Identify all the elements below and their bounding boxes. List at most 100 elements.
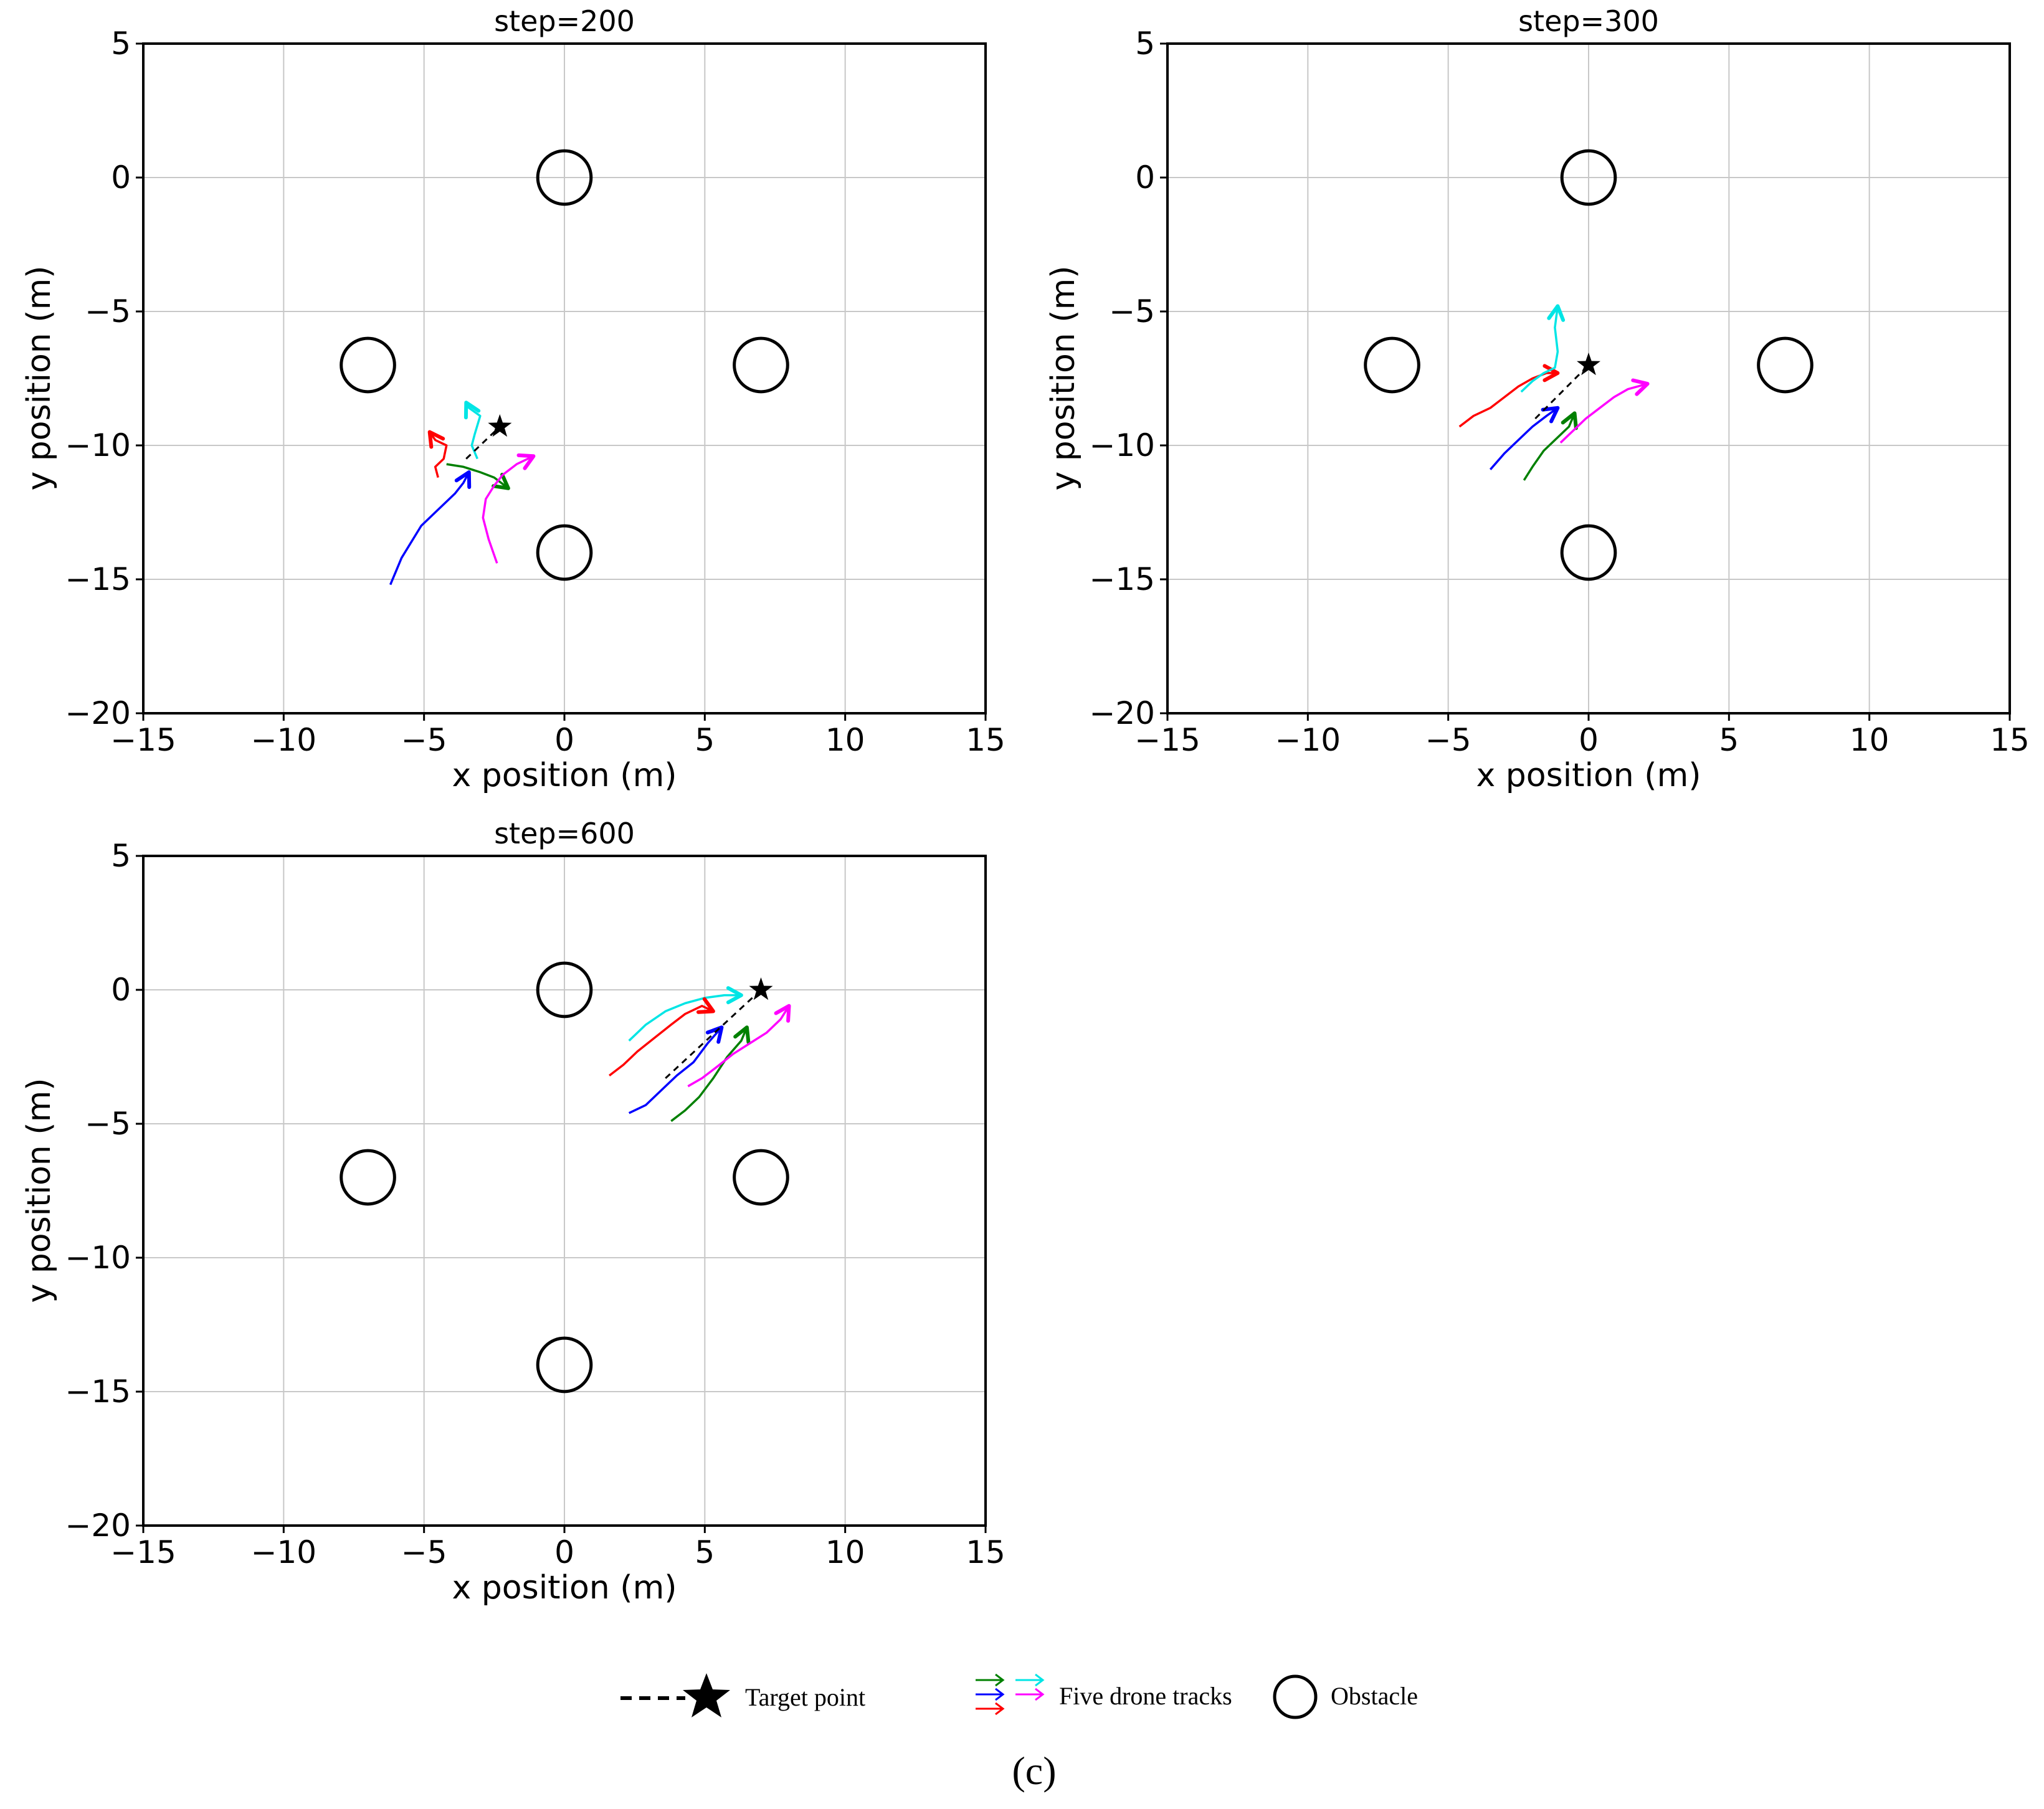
drone-track-cyan — [1520, 306, 1559, 393]
x-tick-label: −15 — [110, 722, 176, 758]
legend-track-arrowhead — [995, 1702, 1005, 1716]
y-axis-label: y position (m) — [1045, 265, 1082, 490]
legend-tracks-label: Five drone tracks — [1059, 1682, 1232, 1710]
legend: Target point Five drone tracks Obstacle — [620, 1673, 1418, 1719]
drone-track-green — [670, 1027, 748, 1123]
legend-track-arrowhead — [995, 1673, 1005, 1687]
y-tick-label: −15 — [1089, 561, 1155, 597]
obstacle-circle — [1364, 336, 1420, 394]
y-tick-label: −10 — [1089, 427, 1155, 463]
x-tick-label: −5 — [401, 722, 447, 758]
y-tick-label: −20 — [65, 695, 131, 731]
obstacle-circle — [733, 1149, 789, 1206]
y-tick-label: 0 — [111, 972, 131, 1008]
obstacle-circle — [536, 1336, 593, 1394]
target-star — [749, 977, 773, 1000]
plot-frame — [142, 42, 987, 715]
drone-arrowhead-blue — [454, 470, 472, 489]
x-tick-label: 10 — [825, 722, 865, 758]
subplot-step-200: step=200 x position (m) y position (m) −… — [21, 4, 1005, 794]
drone-arrowhead-green — [492, 472, 510, 490]
x-tick-label: −15 — [1134, 722, 1200, 758]
drone-arrowhead-magenta — [1631, 378, 1650, 396]
x-tick-label: 15 — [1990, 722, 2030, 758]
obstacle-circle — [536, 961, 593, 1018]
y-tick-label: 5 — [111, 26, 131, 62]
target-star — [488, 414, 512, 437]
drone-track-blue — [389, 472, 470, 586]
x-tick-label: 10 — [1850, 722, 1890, 758]
drone-track-green — [1523, 412, 1576, 481]
drone-arrowhead-green — [733, 1025, 751, 1045]
drone-arrowhead-magenta — [516, 453, 536, 470]
plot-frame — [142, 855, 987, 1527]
drone-track-red — [429, 431, 448, 478]
x-tick-label: −5 — [401, 1534, 447, 1570]
y-tick-label: −15 — [65, 561, 131, 597]
y-axis-label: y position (m) — [21, 1078, 58, 1303]
y-tick-label: −5 — [85, 1106, 131, 1142]
y-tick-label: −20 — [1089, 695, 1155, 731]
target-direction-line — [1534, 364, 1590, 420]
x-tick-label: −15 — [110, 1534, 176, 1570]
obstacle-circle — [1757, 336, 1813, 394]
legend-obstacle-label: Obstacle — [1331, 1682, 1418, 1710]
subplot-step-300: step=300 x position (m) y position (m) −… — [1045, 4, 2030, 794]
y-tick-label: 0 — [111, 159, 131, 196]
obstacle-circle-icon — [1273, 1674, 1318, 1719]
obstacle-circle — [340, 336, 396, 394]
x-tick-label: 15 — [966, 722, 1005, 758]
x-tick-label: −10 — [251, 1534, 317, 1570]
drone-arrowhead-magenta — [774, 1004, 791, 1023]
drone-track-green — [446, 463, 509, 490]
drone-arrowhead-red — [696, 997, 715, 1014]
y-tick-label: 5 — [1135, 26, 1155, 62]
drone-track-blue — [628, 1027, 723, 1114]
drone-arrowhead-blue — [705, 1025, 724, 1044]
x-tick-label: 5 — [695, 722, 715, 758]
drone-arrowhead-red — [1543, 364, 1560, 382]
y-tick-label: −15 — [65, 1374, 131, 1410]
x-axis-label: x position (m) — [452, 1569, 677, 1607]
y-tick-label: −5 — [1109, 293, 1155, 330]
y-axis-label: y position (m) — [21, 265, 58, 490]
x-tick-label: 5 — [695, 1534, 715, 1570]
x-tick-label: 15 — [966, 1534, 1005, 1570]
x-tick-label: 10 — [825, 1534, 865, 1570]
legend-track-arrowhead — [995, 1688, 1005, 1701]
drone-track-cyan — [628, 994, 741, 1042]
subplot-title: step=200 — [494, 4, 635, 38]
obstacle-circle — [340, 1149, 396, 1206]
drone-arrowhead-cyan — [1547, 304, 1566, 322]
obstacle-circle — [733, 336, 789, 394]
obstacle-circle — [1560, 524, 1617, 581]
x-tick-label: −5 — [1425, 722, 1471, 758]
drone-arrowhead-cyan — [463, 401, 481, 420]
legend-target-label: Target point — [745, 1683, 865, 1711]
y-tick-label: −10 — [65, 1240, 131, 1276]
figure-caption: (c) — [1012, 1749, 1056, 1793]
legend-track-arrowhead — [1035, 1673, 1045, 1687]
drone-track-magenta — [1559, 382, 1648, 444]
x-tick-label: 0 — [554, 1534, 574, 1570]
x-tick-label: −10 — [251, 722, 317, 758]
drone-arrowhead-red — [427, 430, 445, 449]
track-arrows-icon — [976, 1673, 1045, 1716]
drone-arrowhead-cyan — [726, 986, 743, 1005]
y-tick-label: −20 — [65, 1507, 131, 1544]
y-tick-label: 5 — [111, 838, 131, 874]
target-star-icon — [683, 1673, 730, 1717]
y-tick-label: −10 — [65, 427, 131, 463]
obstacle-circle — [536, 149, 593, 206]
drone-track-red — [609, 1005, 714, 1076]
plot-frame — [1166, 42, 2011, 715]
legend-track-arrowhead — [1035, 1688, 1045, 1701]
x-tick-label: 0 — [554, 722, 574, 758]
drone-arrowhead-blue — [1541, 406, 1560, 424]
obstacle-circle — [1560, 149, 1617, 206]
x-tick-label: 0 — [1579, 722, 1599, 758]
y-tick-label: 0 — [1135, 159, 1155, 196]
x-axis-label: x position (m) — [1476, 757, 1701, 794]
x-tick-label: 5 — [1719, 722, 1739, 758]
